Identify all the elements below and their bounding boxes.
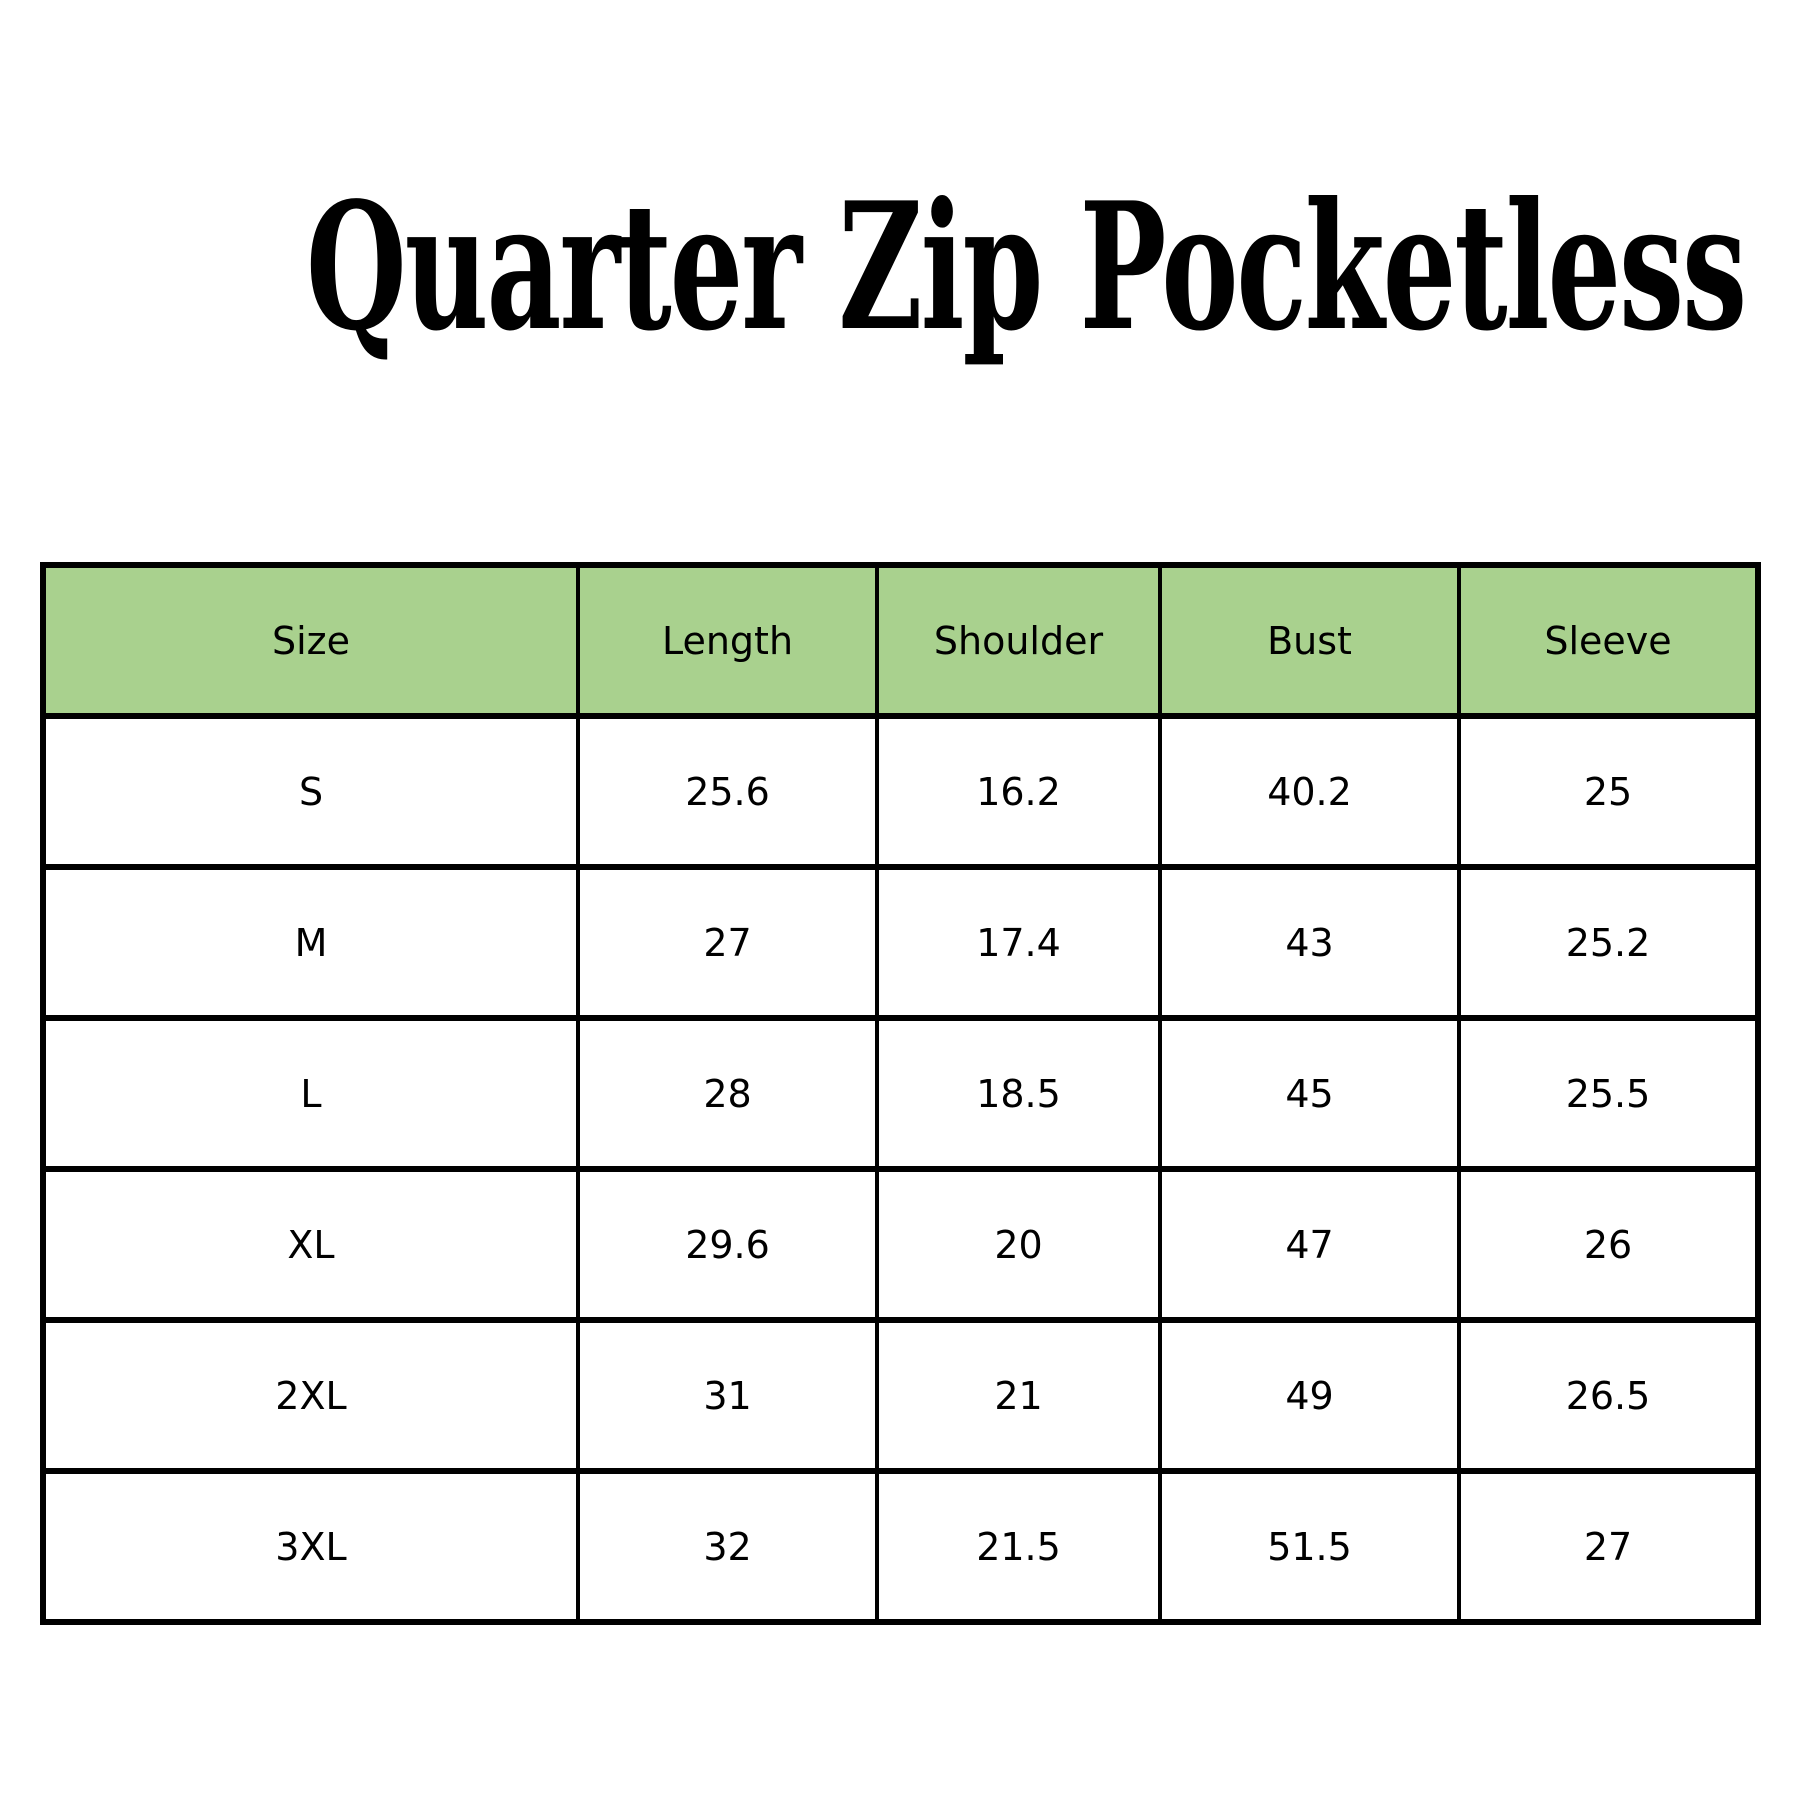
table-row: 2XL 31 21 49 26.5 bbox=[41, 1317, 1760, 1474]
cell-bust: 51.5 bbox=[1158, 1468, 1461, 1625]
cell-length: 29.6 bbox=[576, 1166, 879, 1323]
cell-size: S bbox=[41, 713, 580, 870]
cell-sleeve: 25.2 bbox=[1457, 864, 1760, 1021]
cell-length: 32 bbox=[576, 1468, 879, 1625]
cell-length: 25.6 bbox=[576, 713, 879, 870]
cell-length: 31 bbox=[576, 1317, 879, 1474]
cell-shoulder: 16.2 bbox=[875, 713, 1162, 870]
cell-sleeve: 26.5 bbox=[1457, 1317, 1760, 1474]
cell-shoulder: 20 bbox=[875, 1166, 1162, 1323]
cell-shoulder: 21 bbox=[875, 1317, 1162, 1474]
table-row: S 25.6 16.2 40.2 25 bbox=[41, 713, 1760, 870]
cell-shoulder: 18.5 bbox=[875, 1015, 1162, 1172]
cell-bust: 49 bbox=[1158, 1317, 1461, 1474]
cell-bust: 43 bbox=[1158, 864, 1461, 1021]
header-row: Size Length Shoulder Bust Sleeve bbox=[41, 562, 1760, 719]
cell-length: 27 bbox=[576, 864, 879, 1021]
cell-size: M bbox=[41, 864, 580, 1021]
cell-size: 2XL bbox=[41, 1317, 580, 1474]
cell-length: 28 bbox=[576, 1015, 879, 1172]
column-header-size: Size bbox=[41, 562, 580, 719]
cell-sleeve: 26 bbox=[1457, 1166, 1760, 1323]
column-header-bust: Bust bbox=[1158, 562, 1461, 719]
cell-bust: 47 bbox=[1158, 1166, 1461, 1323]
cell-bust: 45 bbox=[1158, 1015, 1461, 1172]
cell-shoulder: 21.5 bbox=[875, 1468, 1162, 1625]
cell-size: 3XL bbox=[41, 1468, 580, 1625]
cell-size: XL bbox=[41, 1166, 580, 1323]
page-title: Quarter Zip Pocketless bbox=[306, 165, 1747, 370]
table-row: 3XL 32 21.5 51.5 27 bbox=[41, 1468, 1760, 1625]
column-header-sleeve: Sleeve bbox=[1457, 562, 1760, 719]
cell-sleeve: 25.5 bbox=[1457, 1015, 1760, 1172]
cell-size: L bbox=[41, 1015, 580, 1172]
table-row: M 27 17.4 43 25.2 bbox=[41, 864, 1760, 1021]
cell-sleeve: 27 bbox=[1457, 1468, 1760, 1625]
table-row: L 28 18.5 45 25.5 bbox=[41, 1015, 1760, 1172]
cell-shoulder: 17.4 bbox=[875, 864, 1162, 1021]
cell-bust: 40.2 bbox=[1158, 713, 1461, 870]
cell-sleeve: 25 bbox=[1457, 713, 1760, 870]
column-header-shoulder: Shoulder bbox=[875, 562, 1162, 719]
size-chart-table: Size Length Shoulder Bust Sleeve S 25.6 … bbox=[40, 562, 1761, 1625]
table-row: XL 29.6 20 47 26 bbox=[41, 1166, 1760, 1323]
column-header-length: Length bbox=[576, 562, 879, 719]
